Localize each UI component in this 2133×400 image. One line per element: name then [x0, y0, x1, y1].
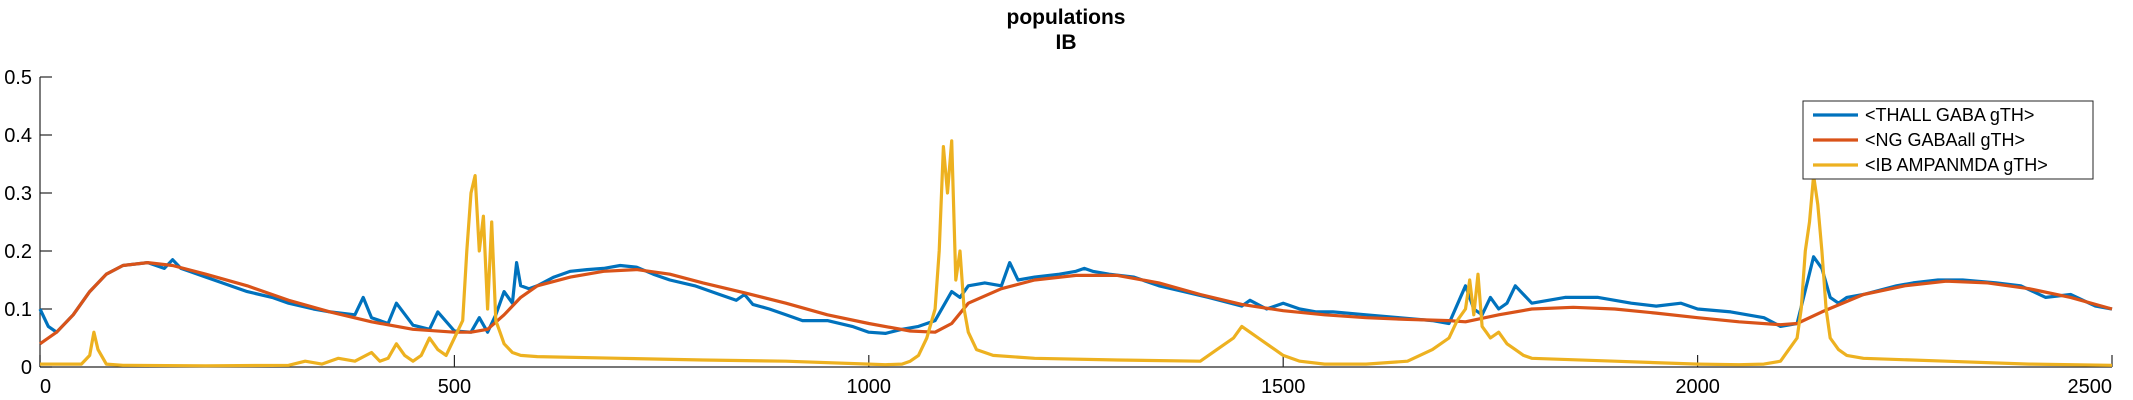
plot-area: 0 500 1000 1500 2000 2500 0 0.1 0.2 0.3 0.4 0.5 — [4, 67, 2113, 398]
legend-label: <NG GABAall gTH> — [1865, 130, 2025, 150]
x-tick-label: 1500 — [1261, 376, 1306, 398]
y-tick-label: 0.5 — [4, 67, 32, 89]
y-tick-label: 0.3 — [4, 183, 32, 205]
chart-subtitle: IB — [1056, 31, 1077, 54]
series-line-0 — [38, 255, 2113, 335]
y-tick-label: 0 — [21, 357, 32, 379]
series-line-2 — [40, 139, 2113, 368]
legend-label: <THALL GABA gTH> — [1865, 105, 2034, 125]
series-line-1 — [39, 261, 2113, 346]
x-tick-label: 0 — [40, 376, 51, 398]
y-tick-label: 0.1 — [4, 299, 32, 321]
chart-title: populations — [1007, 6, 1126, 29]
y-tick-label: 0.4 — [4, 125, 32, 147]
x-tick-label: 500 — [438, 376, 471, 398]
y-tick-label: 0.2 — [4, 241, 32, 263]
legend: <THALL GABA gTH> <NG GABAall gTH> <IB AMPA… — [1802, 100, 2094, 180]
x-tick-label: 1000 — [847, 376, 892, 398]
x-tick-label: 2500 — [2068, 376, 2113, 398]
legend-label: <IB AMPANMDA gTH> — [1865, 155, 2048, 175]
x-tick-label: 2000 — [1675, 376, 1720, 398]
